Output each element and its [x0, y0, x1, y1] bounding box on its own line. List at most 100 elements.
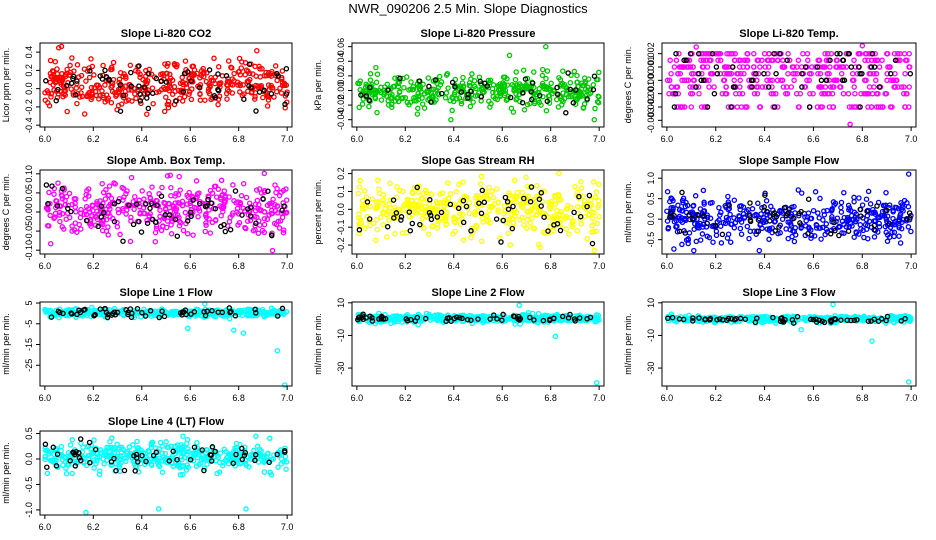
- data-point: [700, 187, 707, 194]
- data-point: [832, 227, 838, 234]
- data-point: [905, 379, 912, 385]
- data-point: [246, 464, 252, 470]
- data-point: [117, 108, 124, 114]
- data-point: [543, 75, 549, 82]
- x-tick-label: 7.0: [281, 393, 294, 403]
- data-point: [469, 225, 475, 231]
- data-point: [94, 199, 100, 205]
- data-point: [363, 93, 370, 99]
- data-point: [68, 80, 75, 87]
- data-point: [804, 77, 810, 84]
- data-point: [374, 109, 380, 116]
- data-point: [356, 184, 363, 190]
- data-point: [569, 223, 576, 230]
- data-point: [500, 87, 507, 93]
- data-point: [695, 211, 701, 218]
- data-point: [757, 104, 764, 110]
- data-point: [227, 226, 234, 233]
- data-point: [862, 57, 868, 64]
- data-point: [831, 219, 837, 226]
- data-point: [817, 195, 823, 202]
- y-tick-label: 10: [336, 298, 346, 308]
- data-point: [274, 77, 280, 84]
- x-tick-label: 6.2: [399, 261, 412, 271]
- data-point: [78, 84, 85, 90]
- data-point: [804, 50, 811, 57]
- data-point: [361, 188, 368, 194]
- data-point: [673, 57, 680, 64]
- data-point: [62, 92, 68, 98]
- data-point: [874, 203, 880, 209]
- data-point: [845, 228, 852, 234]
- data-point: [145, 105, 152, 112]
- data-point: [731, 215, 737, 221]
- data-point: [173, 63, 180, 70]
- data-point: [546, 199, 552, 206]
- data-point: [574, 79, 580, 86]
- data-point: [578, 185, 585, 191]
- data-point: [459, 212, 466, 218]
- data-point: [898, 225, 905, 232]
- data-point: [261, 215, 268, 222]
- data-point: [719, 231, 726, 238]
- data-point: [575, 189, 581, 195]
- data-point: [576, 193, 582, 200]
- data-point: [266, 72, 273, 79]
- data-point: [136, 63, 142, 69]
- data-point: [761, 204, 767, 210]
- data-point: [591, 73, 598, 79]
- data-point: [764, 226, 770, 232]
- data-point: [49, 183, 55, 189]
- data-point: [206, 207, 212, 213]
- data-point: [869, 338, 875, 344]
- data-point: [125, 97, 132, 103]
- data-point: [224, 96, 230, 102]
- data-point: [484, 83, 491, 89]
- data-point: [701, 213, 707, 219]
- data-point: [724, 70, 730, 77]
- data-point: [442, 95, 449, 101]
- data-point: [813, 221, 820, 228]
- data-point: [851, 234, 857, 240]
- data-point: [830, 84, 837, 90]
- data-point: [413, 210, 420, 216]
- data-point: [414, 184, 420, 191]
- data-point: [220, 462, 226, 469]
- data-point: [58, 81, 64, 87]
- x-tick-label: 7.0: [593, 261, 606, 271]
- data-point: [409, 190, 416, 197]
- x-tick-label: 6.0: [661, 393, 674, 403]
- y-tick-label: -10: [336, 329, 346, 342]
- data-point: [226, 315, 233, 322]
- data-point: [222, 228, 229, 235]
- data-point: [78, 457, 84, 464]
- data-point: [217, 203, 223, 209]
- data-point: [268, 84, 274, 91]
- x-tick-label: 7.0: [905, 261, 918, 271]
- data-point: [798, 208, 804, 215]
- data-point: [780, 57, 786, 64]
- data-point: [556, 170, 562, 177]
- x-tick-label: 6.6: [807, 134, 820, 144]
- data-point: [853, 230, 860, 236]
- data-point: [524, 101, 531, 108]
- data-point: [374, 71, 381, 77]
- data-point: [683, 77, 690, 84]
- data-point: [708, 57, 714, 64]
- data-point: [795, 187, 802, 193]
- data-point: [186, 91, 192, 97]
- y-tick-label: 0.04: [336, 52, 346, 70]
- data-point: [817, 70, 824, 77]
- data-point: [70, 73, 77, 80]
- data-point: [458, 89, 465, 95]
- data-point: [747, 217, 754, 223]
- data-point: [807, 215, 814, 222]
- data-point: [384, 234, 390, 240]
- data-point: [251, 447, 257, 454]
- data-point: [741, 215, 748, 221]
- data-point: [253, 108, 259, 114]
- data-point: [755, 200, 761, 207]
- x-tick-label: 6.0: [351, 393, 364, 403]
- data-point: [55, 180, 61, 186]
- data-point: [883, 189, 889, 196]
